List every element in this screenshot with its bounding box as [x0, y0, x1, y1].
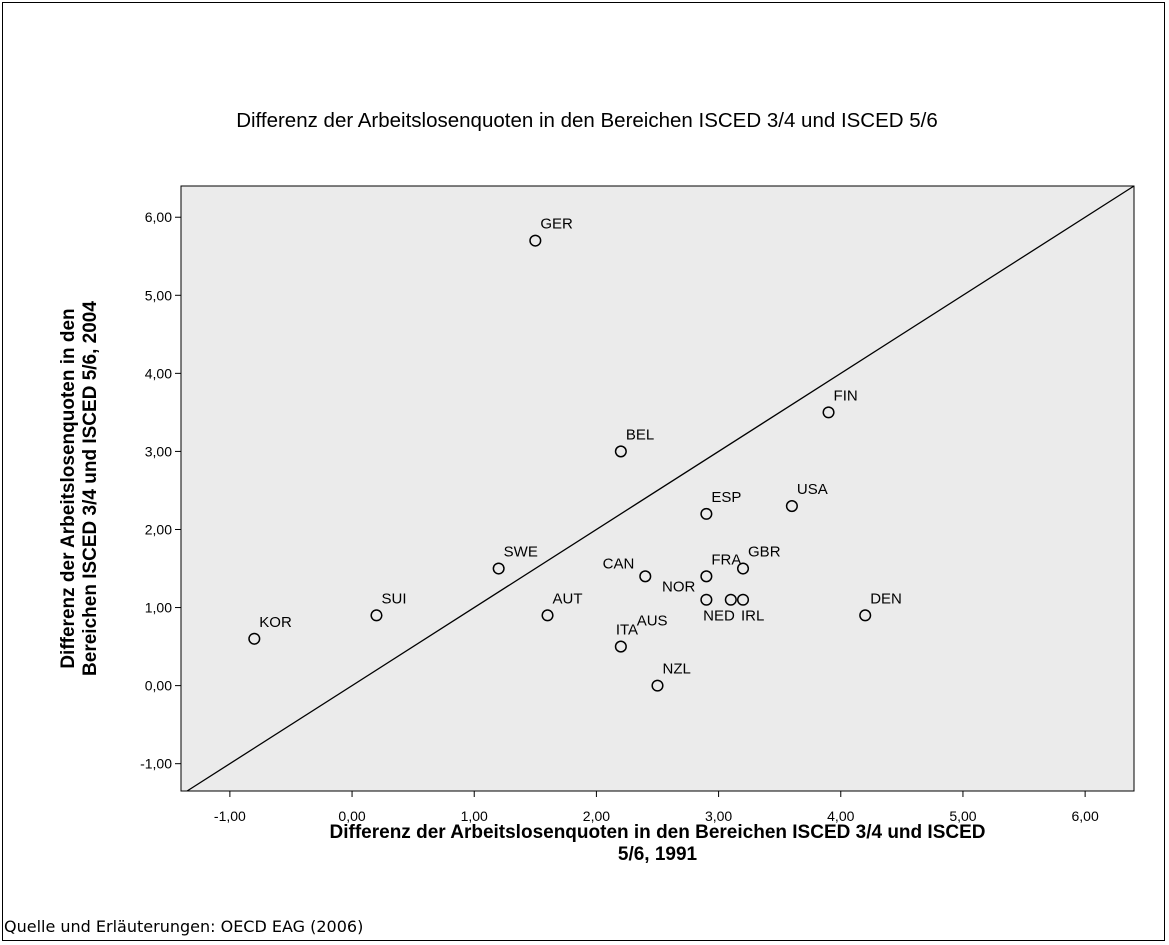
point-label: ESP: [711, 489, 741, 506]
y-tick-label: 0,00: [145, 678, 172, 694]
data-point: [700, 507, 713, 520]
data-point: [859, 609, 872, 622]
x-axis-title: 5/6, 1991: [618, 844, 698, 865]
y-tick-label: 1,00: [145, 600, 172, 616]
x-tick-label: 4,00: [827, 808, 854, 824]
point-label: CAN: [603, 555, 635, 572]
point-label: KOR: [259, 614, 292, 631]
data-point: [639, 570, 652, 583]
data-point: [492, 562, 505, 575]
point-label: GBR: [748, 544, 781, 561]
y-axis-title-line: Bereichen ISCED 3/4 und ISCED 5/6, 2004: [80, 301, 101, 676]
scatter-chart: Differenz der Arbeitslosenquoten in den …: [58, 109, 1135, 865]
data-point: [614, 640, 627, 653]
point-label: ITA: [616, 622, 638, 639]
y-tick-label: 5,00: [145, 287, 172, 303]
point-label: USA: [797, 481, 828, 498]
data-point: [700, 570, 713, 583]
y-tick-label: 2,00: [145, 521, 172, 537]
point-label: SUI: [381, 590, 406, 607]
data-point: [651, 679, 664, 692]
point-label: FIN: [834, 387, 858, 404]
data-point: [370, 609, 383, 622]
data-point: [248, 632, 261, 645]
point-label: NZL: [663, 661, 691, 678]
data-point: [700, 593, 713, 606]
point-label: BEL: [626, 426, 654, 443]
x-tick-label: 5,00: [949, 808, 976, 824]
x-tick-label: 3,00: [705, 808, 732, 824]
data-point: [736, 593, 750, 606]
data-point: [541, 609, 554, 622]
x-axis-title: Differenz der Arbeitslosenquoten in den …: [330, 822, 986, 843]
data-point: [822, 406, 835, 419]
y-tick-label: 4,00: [145, 365, 172, 381]
x-tick-label: -1,00: [214, 808, 246, 824]
data-point: [614, 445, 627, 458]
point-label: DEN: [870, 590, 902, 607]
point-label: AUS: [637, 613, 668, 630]
point-label: NED: [703, 608, 735, 625]
point-label: SWE: [504, 544, 538, 561]
x-tick-label: 1,00: [461, 808, 488, 824]
x-tick-label: 0,00: [338, 808, 365, 824]
point-label: FRA: [711, 551, 741, 568]
point-label: NOR: [662, 579, 696, 596]
y-tick-label: 6,00: [145, 209, 172, 225]
x-tick-label: 6,00: [1072, 808, 1099, 824]
data-point: [736, 562, 750, 575]
y-axis-title-line: Differenz der Arbeitslosenquoten in den: [58, 308, 79, 668]
chart-title: Differenz der Arbeitslosenquoten in den …: [236, 109, 938, 132]
y-tick-label: 3,00: [145, 443, 172, 459]
data-point: [724, 593, 737, 606]
source-note: Quelle und Erläuterungen: OECD EAG (2006…: [4, 917, 364, 936]
y-tick-label: -1,00: [140, 756, 172, 772]
point-label: IRL: [741, 608, 764, 625]
x-tick-label: 2,00: [583, 808, 610, 824]
data-point: [785, 500, 798, 513]
point-label: GER: [540, 216, 573, 233]
y-axis-title: Differenz der Arbeitslosenquoten in den B…: [58, 301, 101, 676]
point-label: AUT: [553, 590, 583, 607]
reference-line: [186, 185, 1135, 792]
data-point: [529, 234, 542, 247]
